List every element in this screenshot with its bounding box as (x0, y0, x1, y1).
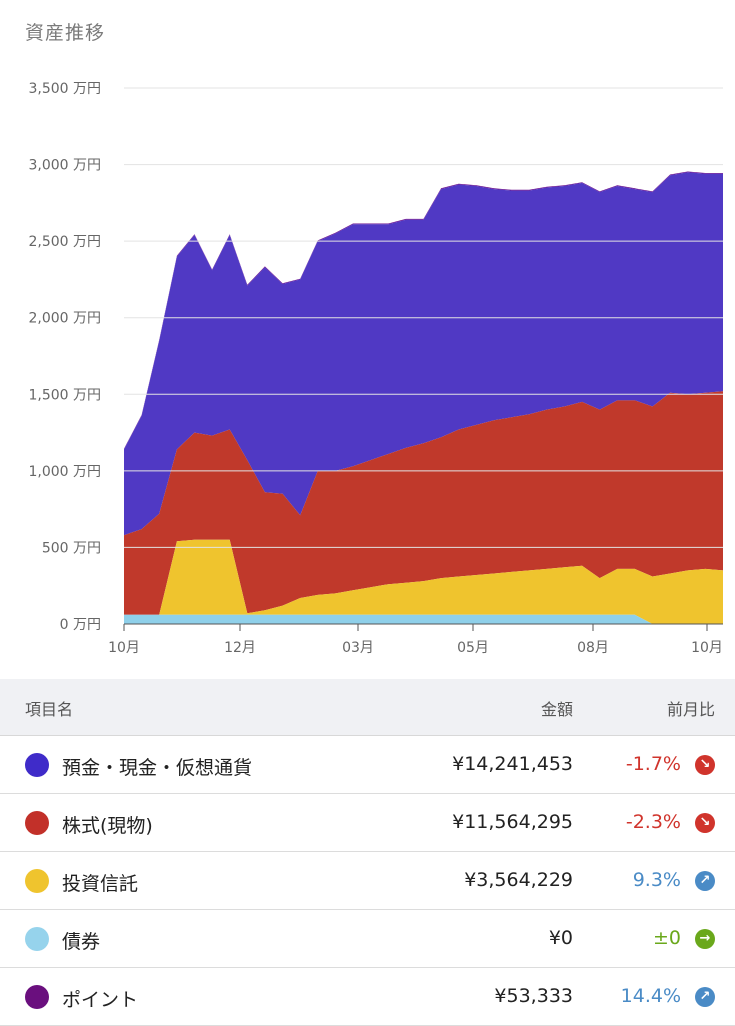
row-amount: ¥0 (548, 927, 573, 949)
table-row[interactable]: ポイント ¥53,333 14.4% ↗ (0, 968, 735, 1026)
asset-area-chart: 3,500 万円 3,000 万円 2,500 万円 2,000 万円 1,500 万円… (28, 81, 723, 656)
trend-arrow-icon: ↘ (695, 813, 715, 833)
section-title: 資産推移 (25, 22, 106, 44)
table-row[interactable]: 債券 ¥0 ±0 → (0, 910, 735, 968)
y-tick-label: 1,500 万円 (28, 387, 101, 403)
row-change: 14.4% (620, 985, 681, 1007)
x-tick-label: 03月 (342, 640, 374, 656)
header-name: 項目名 (25, 700, 74, 719)
area-series (124, 391, 723, 615)
row-change: -2.3% (625, 811, 681, 833)
y-tick-label: 2,000 万円 (28, 311, 101, 327)
area-series (124, 172, 723, 536)
trend-arrow-icon: ↘ (695, 755, 715, 775)
series-color-dot (25, 927, 49, 951)
table-row[interactable]: 投資信託 ¥3,564,229 9.3% ↗ (0, 852, 735, 910)
area-series (124, 614, 723, 624)
series-color-dot (25, 753, 49, 777)
y-tick-label: 3,000 万円 (28, 158, 101, 174)
y-tick-label: 2,500 万円 (28, 234, 101, 250)
table-row[interactable]: 預金・現金・仮想通貨 ¥14,241,453 -1.7% ↘ (0, 736, 735, 794)
row-name: ポイント (62, 989, 139, 1011)
y-tick-label: 0 万円 (60, 617, 101, 633)
y-tick-label: 3,500 万円 (28, 81, 101, 97)
table-header: 項目名 金額 前月比 (0, 679, 735, 736)
row-name: 投資信託 (62, 873, 139, 895)
x-tick-label: 10月 (691, 640, 723, 656)
x-tick-label: 05月 (457, 640, 489, 656)
row-name: 債券 (62, 931, 101, 953)
series-color-dot (25, 811, 49, 835)
row-name: 株式(現物) (62, 815, 153, 837)
header-amount: 金額 (540, 700, 573, 719)
trend-arrow-icon: ↗ (695, 987, 715, 1007)
y-tick-label: 1,000 万円 (28, 464, 101, 480)
series-color-dot (25, 985, 49, 1009)
row-amount: ¥53,333 (494, 985, 573, 1007)
x-tick-label: 12月 (224, 640, 256, 656)
row-name: 預金・現金・仮想通貨 (62, 757, 253, 779)
row-change: -1.7% (625, 753, 681, 775)
area-series (124, 539, 723, 624)
trend-arrow-icon: ↗ (695, 871, 715, 891)
row-amount: ¥14,241,453 (452, 753, 573, 775)
x-tick-label: 10月 (108, 640, 140, 656)
row-amount: ¥11,564,295 (452, 811, 573, 833)
asset-table: 項目名 金額 前月比 預金・現金・仮想通貨 ¥14,241,453 -1.7% ↘ 株式… (0, 679, 735, 1026)
series-color-dot (25, 869, 49, 893)
row-change: 9.3% (632, 869, 681, 891)
x-tick-label: 08月 (577, 640, 609, 656)
row-change: ±0 (652, 927, 681, 949)
row-amount: ¥3,564,229 (464, 869, 573, 891)
trend-arrow-icon: → (695, 929, 715, 949)
y-tick-label: 500 万円 (42, 540, 101, 556)
header-change: 前月比 (666, 700, 715, 719)
table-row[interactable]: 株式(現物) ¥11,564,295 -2.3% ↘ (0, 794, 735, 852)
